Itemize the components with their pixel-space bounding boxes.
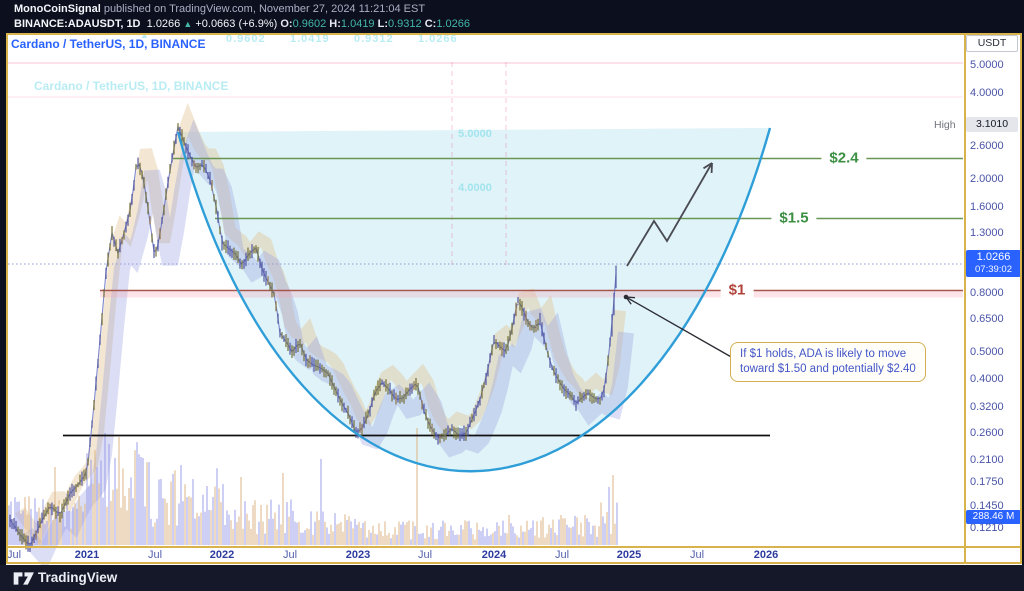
symbol-name: BINANCE:ADAUSDT, 1D: [14, 18, 141, 30]
footer-brand[interactable]: TradingView: [38, 570, 118, 585]
price-tick: 2.6000: [970, 140, 1004, 153]
high-label: High: [934, 119, 956, 131]
time-tick: Jul: [554, 549, 570, 561]
time-tick: 2024: [481, 549, 507, 561]
price-tick: 0.1750: [970, 476, 1004, 489]
bar-countdown: 07:39:02: [975, 264, 1012, 275]
time-tick: Jul: [417, 549, 433, 561]
ohlc-value: 0.9602: [292, 18, 330, 30]
level-label-2-4[interactable]: $2.4: [821, 149, 867, 167]
price-tick: 1.6000: [970, 200, 1004, 213]
time-tick: Jul: [282, 549, 298, 561]
volume-value-badge: 288.46 M: [966, 510, 1021, 524]
high-value-badge: 3.1010: [966, 117, 1018, 132]
ghost-caret-icon: ▲: [140, 30, 149, 40]
time-tick: Jul: [689, 549, 705, 561]
annotation-line2: toward $1.50 and potentially $2.40: [740, 363, 916, 375]
change-up-icon: ▲: [183, 19, 193, 29]
price-tick: 4.0000: [970, 86, 1004, 99]
time-tick: 2023: [345, 549, 371, 561]
price-tick: 2.0000: [970, 173, 1004, 186]
symbol-summary: BINANCE:ADAUSDT, 1D 1.0266 ▲ +0.0663 (+6…: [14, 18, 473, 30]
price-tick: 0.1450: [970, 499, 1004, 512]
publish-info: MonoCoinSignal published on TradingView.…: [14, 3, 426, 15]
price-tick: 0.4000: [970, 373, 1004, 386]
ghost-scale-number: 4.0000: [458, 182, 492, 194]
price-tick: 0.6500: [970, 313, 1004, 325]
ohlc-label: C:: [424, 18, 437, 30]
price-tick: 0.2100: [970, 453, 1004, 466]
footer-bar: TradingView: [0, 565, 1024, 591]
price-change: +0.0663 (+6.9%): [195, 18, 278, 30]
level-label-1[interactable]: $1: [720, 281, 754, 299]
current-price-value: 1.0266: [976, 251, 1011, 263]
publish-header: MonoCoinSignal published on TradingView.…: [0, 0, 1024, 33]
ohlc-values: O:0.9602 H:1.0419 L:0.9312 C:1.0266: [280, 18, 473, 30]
level-label-1-5[interactable]: $1.5: [771, 209, 817, 227]
time-tick: 2026: [753, 549, 779, 561]
ghost-watermark-title: Cardano / TetherUS, 1D, BINANCE: [34, 79, 229, 93]
annotation-line1: If $1 holds, ADA is likely to move: [740, 348, 907, 360]
time-tick: Jul: [147, 549, 163, 561]
annotation-callout[interactable]: If $1 holds, ADA is likely to move towar…: [730, 342, 926, 382]
ghost-ohlc-values: 0.9602 1.0419 0.9312 1.0266: [226, 33, 458, 45]
currency-unit-badge: USDT: [966, 35, 1018, 52]
time-tick: 2025: [616, 549, 642, 561]
last-price: 1.0266: [146, 18, 181, 30]
price-tick: 5.0000: [970, 59, 1004, 71]
chart-canvas[interactable]: [6, 33, 1022, 565]
author-name: MonoCoinSignal: [14, 3, 101, 15]
ohlc-label: O:: [280, 18, 293, 30]
price-tick: 0.5000: [970, 345, 1004, 358]
price-tick: 0.3200: [970, 401, 1004, 414]
price-tick: 0.8000: [970, 287, 1004, 300]
price-tick: 0.2600: [970, 427, 1004, 440]
ohlc-value: 1.0266: [436, 18, 474, 30]
time-tick: 2022: [209, 549, 235, 561]
price-tick: 1.3000: [970, 226, 1004, 239]
ohlc-label: H:: [329, 18, 341, 30]
ohlc-value: 1.0419: [340, 18, 378, 30]
price-tick: 0.1210: [970, 522, 1004, 535]
tradingview-logo-icon[interactable]: [13, 571, 40, 586]
ohlc-value: 0.9312: [388, 18, 425, 30]
time-tick: Jul: [6, 549, 22, 561]
current-price-badge: 1.0266 07:39:02: [966, 250, 1021, 277]
chart-title: Cardano / TetherUS, 1D, BINANCE: [11, 37, 206, 51]
ohlc-label: L:: [377, 18, 388, 30]
ghost-scale-number: 5.0000: [458, 128, 492, 140]
time-tick: 2021: [74, 549, 100, 561]
